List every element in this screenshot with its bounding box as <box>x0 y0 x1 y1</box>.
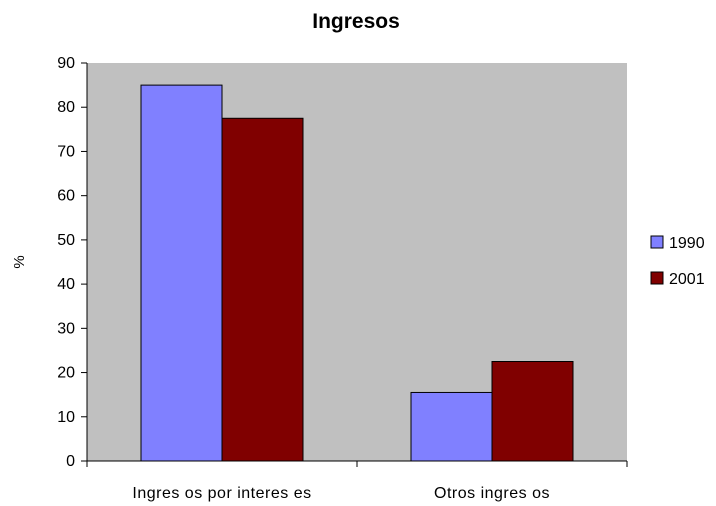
chart-title: Ingresos <box>312 10 400 33</box>
bar-1990-0 <box>140 84 223 462</box>
y-tick-label: 10 <box>57 409 75 426</box>
legend-swatch-2001 <box>650 271 664 285</box>
x-category-label: Ingres os por interes es <box>132 485 311 502</box>
x-ticks-group: Ingres os por interes es Otros ingres os <box>86 461 628 502</box>
bar-1990-1 <box>410 391 493 462</box>
y-tick-label: 70 <box>57 143 75 160</box>
bar-2001-1 <box>491 361 574 462</box>
bars-group <box>140 84 574 462</box>
legend-label-2001: 2001 <box>669 271 705 288</box>
y-tick-label: 80 <box>57 99 75 116</box>
y-tick-label: 60 <box>57 188 75 205</box>
legend: 1990 2001 <box>650 235 705 288</box>
legend-label-1990: 1990 <box>669 235 705 252</box>
y-tick-label: 50 <box>57 232 75 249</box>
x-category-label: Otros ingres os <box>434 485 550 502</box>
bar-2001-0 <box>221 117 304 462</box>
y-axis-label: % <box>11 255 28 268</box>
y-ticks-group: 0 10 20 30 40 50 60 70 80 90 <box>57 55 87 470</box>
legend-swatch-1990 <box>650 235 664 249</box>
y-tick-label: 90 <box>57 55 75 72</box>
y-tick-label: 30 <box>57 320 75 337</box>
y-tick-label: 0 <box>66 453 75 470</box>
y-tick-label: 20 <box>57 365 75 382</box>
y-tick-label: 40 <box>57 276 75 293</box>
